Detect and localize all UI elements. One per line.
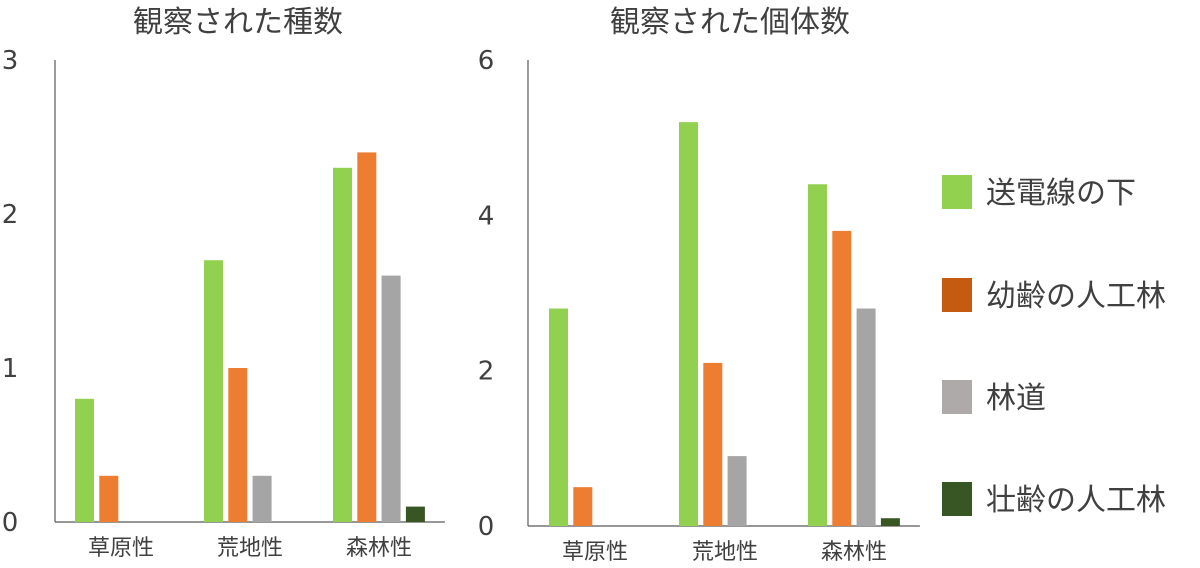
legend-swatch xyxy=(942,482,972,516)
bar xyxy=(252,475,272,522)
legend-item: 送電線の下 xyxy=(942,175,1136,211)
bar xyxy=(381,275,401,522)
chart-title: 観察された個体数 xyxy=(610,5,850,40)
bar xyxy=(727,456,747,526)
y-tick-label: 4 xyxy=(478,201,495,231)
y-tick-label: 0 xyxy=(478,512,495,542)
bar xyxy=(333,167,352,523)
x-category-label: 森林性 xyxy=(821,540,887,564)
bar xyxy=(832,230,852,526)
y-tick-label: 6 xyxy=(478,46,495,76)
legend-item: 林道 xyxy=(942,380,1046,416)
y-tick-label: 3 xyxy=(2,46,19,76)
species-count-chart: 観察された種数 0 1 2 3 草原性 荒地性 森林性 xyxy=(2,5,445,561)
y-tick-label: 2 xyxy=(2,200,19,230)
legend: 送電線の下 幼齢の人工林 林道 壮齢の人工林 xyxy=(942,175,1166,518)
x-category-label: 草原性 xyxy=(88,536,154,561)
legend-item: 幼齢の人工林 xyxy=(942,278,1166,314)
bar xyxy=(549,308,568,526)
x-category-label: 森林性 xyxy=(346,536,412,561)
bar xyxy=(573,487,593,526)
bar xyxy=(405,506,425,522)
legend-swatch xyxy=(942,175,972,209)
bar xyxy=(228,368,248,522)
y-tick-label: 0 xyxy=(2,508,19,538)
bar xyxy=(703,362,723,526)
legend-label: 壮齢の人工林 xyxy=(986,483,1166,518)
legend-label: 幼齢の人工林 xyxy=(986,279,1166,314)
bar xyxy=(357,152,377,522)
y-tick-label: 2 xyxy=(478,357,495,387)
x-category-label: 荒地性 xyxy=(217,536,283,561)
chart-title: 観察された種数 xyxy=(133,5,343,40)
legend-label: 林道 xyxy=(986,381,1046,416)
legend-label: 送電線の下 xyxy=(986,176,1136,211)
bar xyxy=(679,122,698,526)
bar xyxy=(856,308,876,526)
legend-swatch xyxy=(942,278,972,312)
bar xyxy=(880,518,900,526)
bar xyxy=(808,184,827,526)
legend-item: 壮齢の人工林 xyxy=(942,482,1166,518)
x-category-label: 荒地性 xyxy=(692,540,758,564)
bar xyxy=(99,475,119,522)
bar xyxy=(75,398,94,522)
individual-count-chart: 観察された個体数 0 2 4 6 草原性 荒地性 森林性 xyxy=(478,5,920,565)
legend-swatch xyxy=(942,380,972,414)
x-category-label: 草原性 xyxy=(562,540,628,564)
bar xyxy=(204,260,223,522)
y-tick-label: 1 xyxy=(2,354,19,384)
